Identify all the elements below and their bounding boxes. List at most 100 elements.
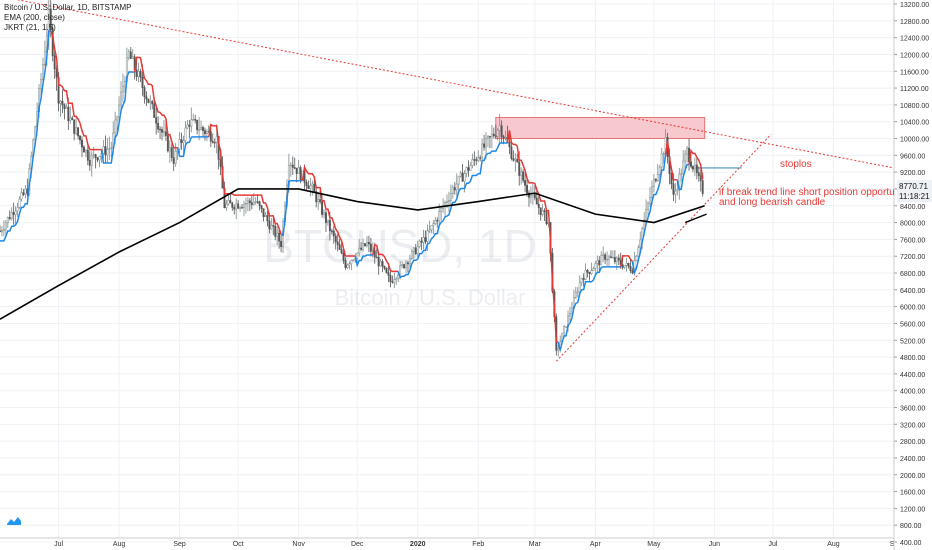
candle-body	[61, 100, 64, 106]
candle-body	[395, 278, 398, 280]
candle-body	[477, 157, 480, 161]
price-tick-label: 4000.00	[900, 389, 925, 396]
candle-body	[594, 263, 597, 269]
candle-body	[166, 135, 169, 152]
candle-body	[317, 199, 320, 203]
price-tick-label: 6400.00	[900, 288, 925, 295]
price-tick-label: 400.00	[900, 540, 922, 547]
candle-body	[436, 219, 439, 222]
candle-body	[438, 211, 441, 222]
candle-body	[672, 183, 675, 195]
candle-body	[451, 187, 454, 194]
candle-body	[157, 123, 160, 130]
candle-body	[338, 244, 341, 250]
candle-body	[79, 135, 81, 141]
candle-body	[535, 197, 538, 205]
symbol-title[interactable]: Bitcoin / U.S. Dollar, 1D, BITSTAMP	[4, 3, 132, 12]
ema-legend[interactable]: EMA (200, close)	[4, 13, 65, 22]
candle-body	[40, 79, 42, 89]
candle-body	[524, 180, 527, 186]
candle-body	[336, 241, 339, 245]
candle-body	[598, 260, 601, 266]
candle-body	[98, 155, 101, 161]
price-tick-label: 1200.00	[900, 506, 925, 513]
candle-body	[280, 240, 283, 247]
candle-body	[658, 166, 661, 175]
price-tick-label: 6000.00	[900, 305, 925, 312]
candle-body	[252, 201, 255, 205]
candle-body	[233, 207, 236, 210]
candle-body	[340, 249, 343, 254]
candle-body	[483, 143, 486, 148]
candle-body	[305, 181, 308, 187]
candle-body	[582, 278, 585, 280]
price-tick-label: 800.00	[900, 523, 922, 530]
candle-body	[348, 263, 351, 266]
candle-body	[53, 55, 56, 69]
candle-body	[65, 106, 68, 109]
stoploss-annotation[interactable]: stoplos	[780, 159, 812, 170]
price-tick-label: 12000.00	[900, 52, 929, 59]
candle-body	[545, 211, 548, 225]
candle-body	[90, 155, 93, 166]
candle-body	[41, 64, 44, 80]
tradingview-logo-icon[interactable]	[6, 516, 22, 526]
candle-body	[49, 8, 52, 29]
candle-body	[319, 199, 322, 203]
candle-body	[110, 147, 113, 149]
candle-body	[299, 167, 302, 181]
candle-body	[500, 125, 503, 137]
jkrt-legend[interactable]: JKRT (21, 1.5)	[4, 23, 56, 32]
candle-body	[174, 151, 177, 164]
jkrt-bear-segment	[372, 244, 399, 273]
candle-body	[330, 230, 333, 232]
trend-line[interactable]	[17, 0, 895, 169]
candle-body	[246, 200, 249, 204]
price-tick-label: 2800.00	[900, 439, 925, 446]
candle-body	[200, 127, 203, 130]
price-tick-label: 9600.00	[900, 153, 925, 160]
candle-body	[311, 183, 314, 187]
candle-body	[94, 154, 97, 159]
candle-body	[182, 140, 185, 143]
candle-body	[408, 258, 411, 265]
last-price-label: 8770.71	[899, 182, 928, 191]
candle-body	[637, 247, 640, 257]
candle-body	[172, 157, 175, 164]
candle-body	[328, 219, 331, 232]
jkrt-bull-segment	[676, 163, 690, 191]
candle-body	[24, 188, 27, 195]
price-tick-label: 1600.00	[900, 490, 925, 497]
candle-body	[647, 203, 650, 210]
candle-body	[344, 260, 347, 268]
price-tick-label: 4400.00	[900, 372, 925, 379]
resistance-zone[interactable]	[495, 116, 706, 139]
candle-body	[291, 164, 294, 168]
candle-body	[592, 268, 595, 271]
note-annotation-line1[interactable]: if break trend line short position oppor…	[719, 187, 895, 198]
candle-body	[356, 252, 359, 259]
jkrt-bull-segment	[397, 142, 508, 279]
candle-body	[379, 261, 382, 267]
candle-body	[473, 159, 476, 161]
candle-body	[278, 232, 281, 242]
note-annotation-line2[interactable]: and long bearish candle	[719, 197, 826, 208]
trend-line[interactable]	[555, 133, 772, 362]
jkrt-bull-segment	[354, 254, 373, 268]
candle-body	[676, 189, 679, 192]
candle-body	[192, 119, 195, 121]
candle-body	[243, 203, 245, 208]
candle-body	[211, 141, 214, 143]
candle-body	[699, 175, 702, 181]
candle-body	[391, 281, 394, 283]
candle-body	[426, 230, 429, 242]
candle-body	[266, 215, 269, 222]
candle-body	[213, 142, 216, 144]
candle-body	[387, 272, 390, 276]
candle-body	[625, 262, 628, 266]
candle-body	[77, 127, 80, 137]
candle-body	[432, 223, 435, 226]
candle-body	[315, 191, 318, 203]
jkrt-indicator	[0, 30, 704, 351]
